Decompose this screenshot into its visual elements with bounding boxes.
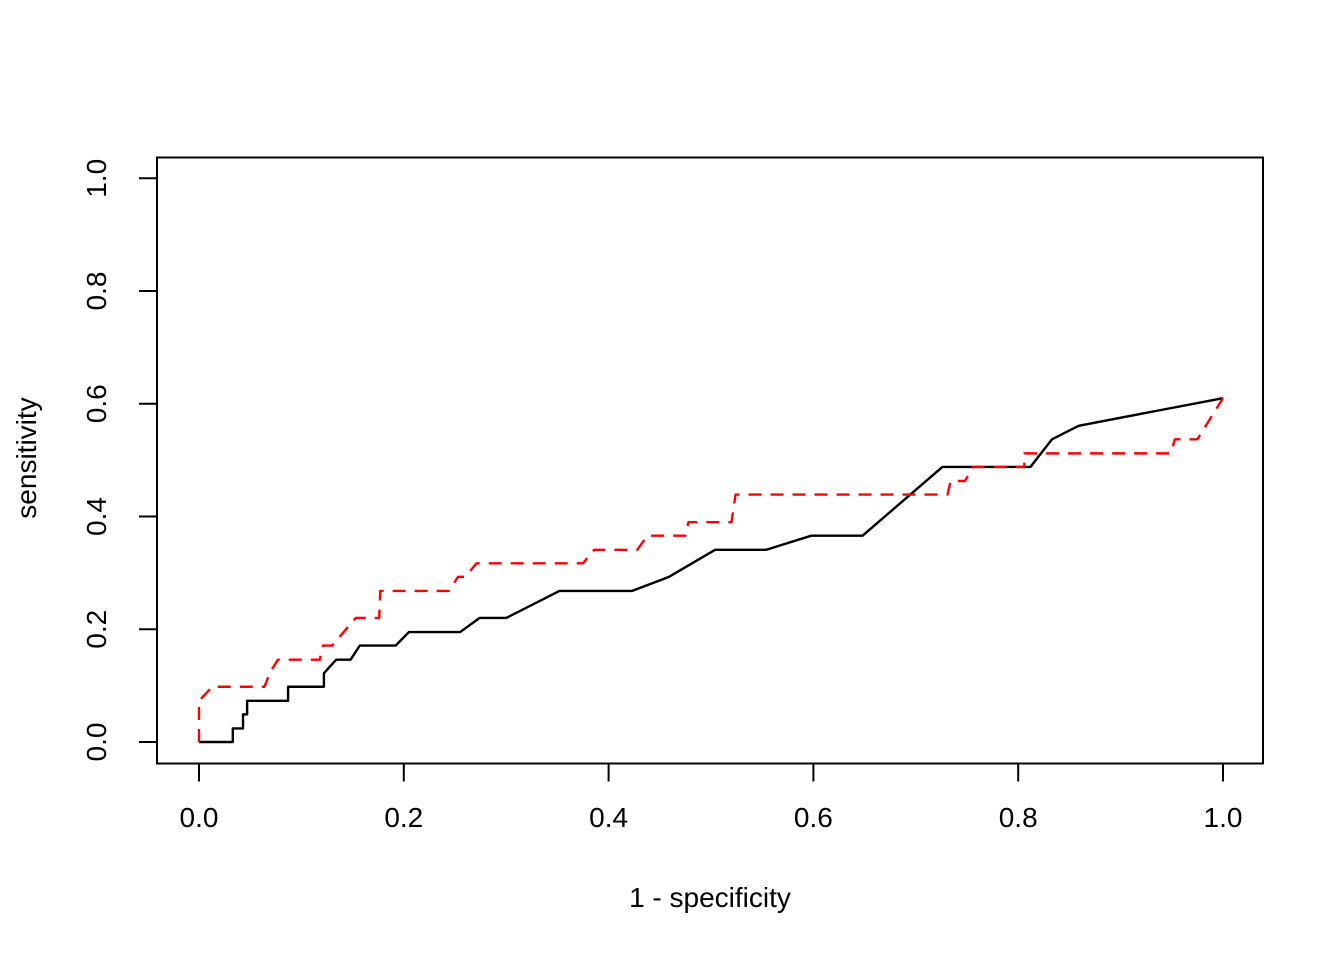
- roc-curve-red-dashed: [197, 397, 1225, 742]
- x-axis: 0.0 0.2 0.4 0.6 0.8 1.0: [180, 763, 1243, 833]
- x-tick-label: 0.0: [180, 802, 219, 833]
- roc-curve-black-solid: [199, 396, 1224, 744]
- y-tick-label: 0.2: [81, 610, 112, 649]
- x-tick-label: 0.4: [589, 802, 628, 833]
- y-tick-label: 0.4: [81, 497, 112, 536]
- y-axis: 0.0 0.2 0.4 0.6 0.8 1.0: [81, 159, 157, 762]
- x-tick-label: 1.0: [1204, 802, 1243, 833]
- y-tick-label: 0.8: [81, 272, 112, 311]
- plot-border: [156, 156, 1264, 765]
- y-axis-label: sensitivity: [11, 397, 42, 518]
- x-tick-label: 0.2: [384, 802, 423, 833]
- y-tick-label: 0.6: [81, 384, 112, 423]
- y-tick-label: 0.0: [81, 723, 112, 762]
- x-axis-label: 1 - specificity: [629, 882, 791, 913]
- x-tick-label: 0.8: [999, 802, 1038, 833]
- y-tick-label: 1.0: [81, 159, 112, 198]
- x-tick-label: 0.6: [794, 802, 833, 833]
- series-lines: [197, 396, 1225, 744]
